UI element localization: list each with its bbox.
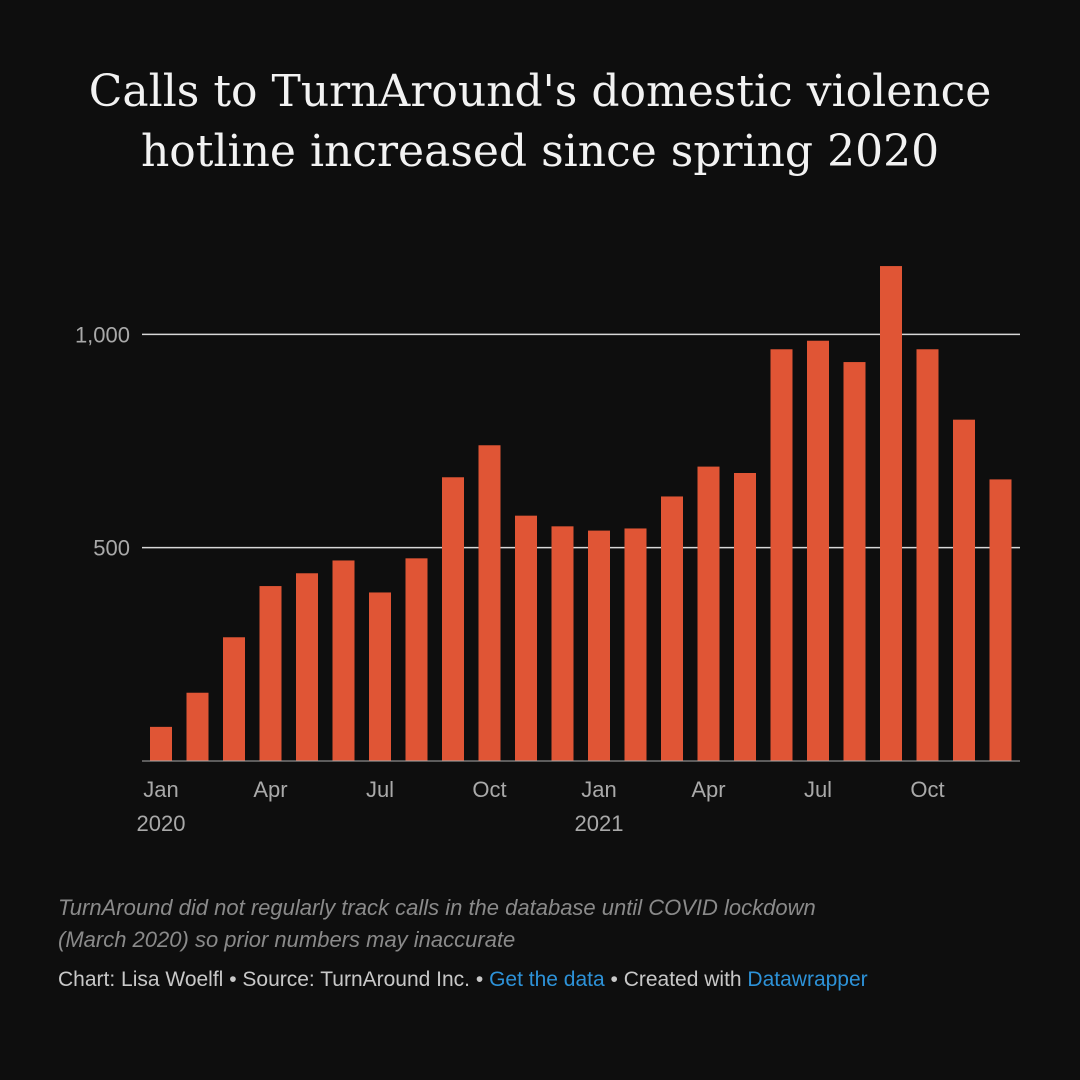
chart-title: Calls to TurnAround's domestic violence … [0, 62, 1080, 182]
note-line-2: (March 2020) so prior numbers may inaccu… [58, 927, 516, 952]
bar [478, 445, 501, 761]
bar [734, 473, 756, 761]
x-tick-label: Jul [366, 777, 394, 802]
x-tick-year-label: 2020 [137, 811, 186, 836]
bar [916, 349, 939, 761]
bar [807, 340, 829, 761]
y-tick-label: 500 [93, 536, 130, 561]
bar [880, 266, 902, 761]
grid-layer [142, 333, 1020, 549]
get-the-data-link[interactable]: Get the data [489, 968, 605, 991]
footer-separator: • [604, 968, 624, 991]
bar [296, 573, 318, 761]
chart-title-line-2: hotline increased since spring 2020 [140, 126, 940, 177]
bar [332, 560, 355, 761]
x-tick-label: Oct [472, 777, 506, 802]
bar [259, 586, 282, 761]
bar [405, 558, 428, 761]
footer-created-with: Created with [623, 968, 748, 991]
bar [369, 592, 391, 761]
bar [515, 515, 537, 761]
bar-layer [150, 266, 1012, 761]
x-tick-label: Apr [253, 777, 287, 802]
bar [697, 466, 720, 761]
bar [953, 419, 975, 761]
bar [843, 362, 866, 761]
chart-footer: Chart: Lisa Woelfl • Source: TurnAround … [58, 968, 1058, 992]
bar [770, 349, 793, 761]
y-tick-label: 1,000 [75, 322, 130, 347]
bar [551, 526, 574, 761]
note-line-1: TurnAround did not regularly track calls… [58, 895, 816, 920]
footer-separator: • [223, 968, 243, 991]
axis-layer: 500 1,000 Jan 2020 Apr Jul Oct Jan 2021 Apr Jul Oct [75, 322, 1020, 836]
bar [150, 726, 172, 761]
x-tick-label: Jan [143, 777, 178, 802]
x-tick-label: Jan [581, 777, 616, 802]
footer-separator: • [470, 968, 490, 991]
footer-source: Source: TurnAround Inc. [242, 968, 471, 991]
chart-title-line-1: Calls to TurnAround's domestic violence [88, 66, 992, 117]
bar [588, 530, 610, 761]
x-tick-year-label: 2021 [575, 811, 624, 836]
x-tick-label: Apr [691, 777, 725, 802]
x-tick-label: Oct [910, 777, 944, 802]
x-tick-label: Jul [804, 777, 832, 802]
bar-chart: 500 1,000 Jan 2020 Apr Jul Oct Jan 2021 Apr Jul Oct [75, 266, 1020, 836]
bar [989, 479, 1012, 761]
chart-note: TurnAround did not regularly track calls… [58, 892, 1018, 956]
bar [661, 496, 683, 761]
bar [624, 528, 647, 761]
datawrapper-link[interactable]: Datawrapper [747, 968, 868, 991]
bar [442, 477, 464, 761]
footer-credit: Chart: Lisa Woelfl [58, 968, 224, 991]
bar [223, 637, 245, 761]
bar [186, 692, 209, 761]
